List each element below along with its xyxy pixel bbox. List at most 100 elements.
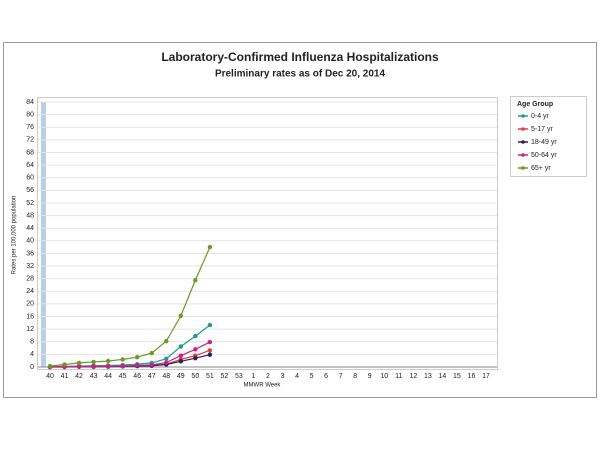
- legend-label: 18-49 yr: [531, 139, 557, 146]
- x-tick-label: 15: [453, 373, 461, 380]
- legend-label: 50-64 yr: [531, 152, 557, 159]
- y-tick-label: 28: [26, 276, 34, 283]
- data-point: [164, 360, 169, 365]
- y-tick-label: 8: [30, 339, 34, 346]
- data-point: [178, 353, 183, 358]
- data-point: [193, 355, 198, 361]
- x-tick-label: 40: [46, 373, 54, 380]
- data-point: [193, 347, 198, 352]
- data-point: [135, 355, 140, 360]
- y-tick-label: 20: [26, 301, 34, 308]
- series-line: [49, 341, 211, 368]
- x-tick-label: 2: [266, 373, 270, 380]
- x-tick-label: 17: [482, 373, 490, 380]
- y-tick-label: 0: [30, 364, 34, 371]
- y-tick-label: 40: [26, 238, 34, 245]
- x-tick-label: 47: [148, 373, 156, 380]
- data-point: [178, 359, 183, 364]
- x-tick-label: 45: [119, 373, 127, 380]
- legend-marker: [521, 153, 525, 157]
- x-tick-label: 6: [324, 373, 328, 380]
- data-point: [207, 339, 213, 345]
- axis-band: [41, 102, 46, 367]
- data-point: [193, 333, 198, 339]
- x-tick-label: 13: [424, 373, 432, 380]
- x-tick-label: 12: [409, 373, 417, 380]
- x-tick-label: 46: [133, 373, 141, 380]
- y-tick-label: 52: [26, 200, 34, 207]
- x-tick-label: 50: [191, 373, 199, 380]
- x-tick-label: 11: [395, 373, 402, 380]
- x-tick-label: 10: [380, 373, 388, 380]
- x-tick-label: 1: [252, 373, 256, 380]
- plot-area: [37, 97, 498, 370]
- legend-label: 0-4 yr: [531, 113, 550, 120]
- x-tick-label: 5: [310, 373, 314, 380]
- data-point: [164, 356, 169, 361]
- legend-box: [510, 96, 587, 177]
- data-point: [91, 364, 96, 369]
- data-point: [207, 348, 213, 353]
- data-point: [91, 359, 96, 365]
- data-point: [120, 357, 125, 362]
- data-point: [207, 244, 213, 250]
- y-tick-label: 24: [26, 288, 34, 295]
- legend-marker: [521, 166, 525, 170]
- y-tick-label: 12: [26, 326, 34, 333]
- y-tick-label: 60: [26, 175, 34, 182]
- x-tick-label: 44: [104, 373, 112, 380]
- y-tick-label: 84: [26, 99, 34, 106]
- x-tick-label: 16: [468, 373, 476, 380]
- legend-label: 65+ yr: [531, 165, 551, 172]
- data-point: [193, 278, 198, 283]
- y-tick-label: 64: [26, 162, 34, 169]
- data-point: [47, 363, 53, 369]
- x-tick-label: 7: [339, 373, 343, 380]
- legend-marker: [521, 114, 525, 118]
- y-tick-label: 16: [26, 313, 34, 320]
- data-point: [149, 350, 154, 356]
- x-tick-label: 42: [75, 373, 83, 380]
- x-axis-title: MMWR Week: [244, 383, 282, 389]
- x-tick-label: 4: [295, 373, 299, 380]
- x-tick-label: 41: [61, 373, 69, 380]
- x-tick-label: 48: [162, 373, 170, 380]
- y-axis-title: Rates per 100,000 population: [12, 196, 18, 275]
- x-tick-label: 14: [439, 373, 447, 380]
- series-line: [49, 246, 211, 367]
- y-tick-label: 68: [26, 149, 34, 156]
- data-point: [178, 313, 183, 319]
- data-point: [207, 322, 213, 328]
- data-point: [149, 362, 154, 367]
- data-point: [164, 338, 169, 344]
- x-tick-label: 49: [177, 373, 185, 380]
- x-tick-label: 9: [368, 373, 372, 380]
- legend-marker: [521, 127, 525, 131]
- data-point: [105, 358, 111, 364]
- x-tick-label: 52: [221, 373, 229, 380]
- legend-title: Age Group: [517, 101, 553, 108]
- y-tick-label: 44: [26, 225, 34, 232]
- x-tick-label: 8: [353, 373, 357, 380]
- y-tick-label: 48: [26, 212, 34, 219]
- x-tick-label: 51: [206, 373, 214, 380]
- data-point: [120, 363, 125, 369]
- x-tick-label: 43: [90, 373, 98, 380]
- data-point: [76, 360, 82, 366]
- y-tick-label: 36: [26, 250, 34, 257]
- y-tick-label: 4: [30, 351, 34, 358]
- y-tick-label: 80: [26, 111, 34, 118]
- chart-title: Laboratory-Confirmed Influenza Hospitali…: [161, 50, 439, 64]
- x-tick-label: 3: [281, 373, 285, 380]
- y-tick-label: 32: [26, 263, 34, 270]
- data-point: [76, 364, 82, 369]
- legend-label: 5-17 yr: [531, 126, 553, 133]
- data-point: [207, 352, 213, 357]
- y-tick-label: 76: [26, 124, 34, 131]
- y-tick-label: 56: [26, 187, 34, 194]
- data-point: [105, 364, 111, 369]
- y-tick-label: 72: [26, 137, 34, 144]
- x-tick-label: 53: [235, 373, 243, 380]
- data-point: [178, 344, 183, 349]
